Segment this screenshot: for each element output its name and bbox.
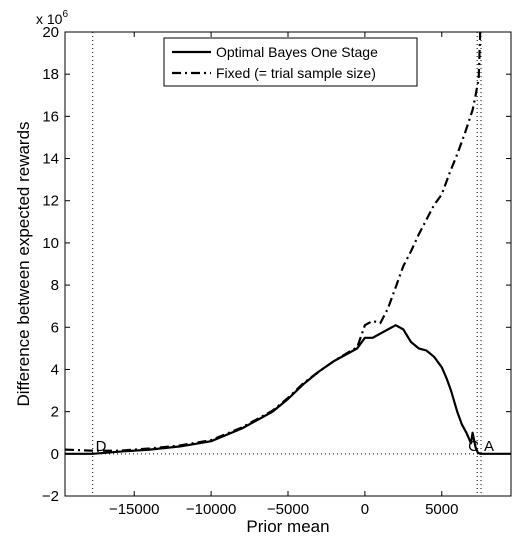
x-tick-label: −5000	[267, 501, 309, 518]
y-tick-label: 20	[42, 24, 59, 41]
series-line-fixed	[64, 31, 482, 452]
reference-lines	[92, 32, 482, 496]
y-tick-label: 0	[51, 446, 59, 463]
legend: Optimal Bayes One Stage Fixed (= trial sa…	[163, 37, 418, 87]
x-tick-label: −15000	[109, 501, 159, 518]
y-tick-label: 8	[51, 277, 59, 294]
plot-frame	[64, 31, 512, 497]
legend-entry-fixed: Fixed (= trial sample size)	[216, 65, 376, 81]
y-tick-label: −2	[42, 488, 59, 505]
y-tick-label: 14	[42, 151, 59, 168]
series-line-optimal-bayes	[65, 324, 511, 455]
y-tick-label: 6	[51, 319, 59, 336]
y-tick-label: 12	[42, 193, 59, 210]
y-tick-label: 2	[51, 404, 59, 421]
y-tick-label: 10	[42, 235, 59, 252]
y-tick-label: 16	[42, 108, 59, 125]
x-tick-label: −10000	[186, 501, 236, 518]
y-axis-multiplier: x 106	[36, 9, 68, 27]
legend-entry-optimal-bayes: Optimal Bayes One Stage	[216, 44, 378, 60]
x-tick-label: 5000	[425, 501, 458, 518]
series-layer	[64, 31, 511, 455]
axis-ticks: −15000 −10000 −5000 0 5000 −2 0 2 4 6 8 10 12 14 16 18 2…	[42, 24, 511, 518]
y-axis-label: Difference between expected rewards	[14, 121, 33, 406]
annotation-label-c: C	[468, 438, 479, 455]
annotation-label-a: A	[484, 438, 494, 455]
y-multiplier-exponent: 6	[62, 9, 68, 20]
x-axis-label: Prior mean	[246, 517, 329, 536]
y-tick-label: 18	[42, 66, 59, 83]
y-tick-label: 4	[51, 361, 59, 378]
annotation-label-d: D	[96, 438, 107, 455]
x-tick-label: 0	[361, 501, 369, 518]
legend-box	[163, 37, 418, 87]
y-multiplier-base: x 10	[36, 11, 63, 27]
